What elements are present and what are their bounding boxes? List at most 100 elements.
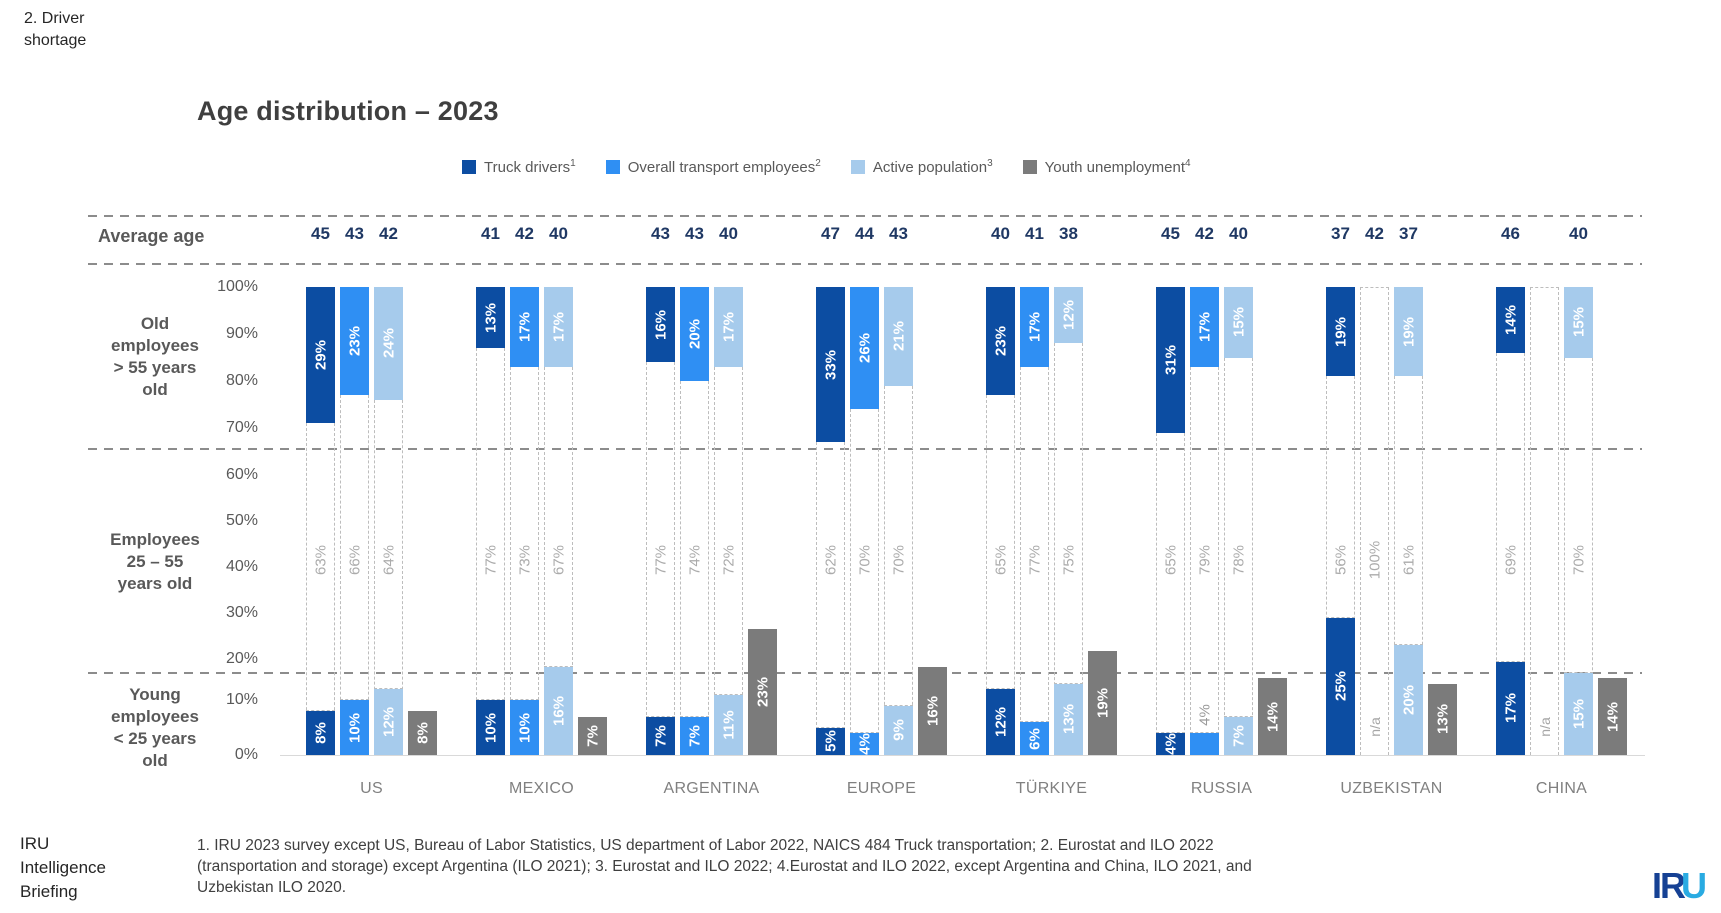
column-guide [850, 409, 879, 755]
column-guide [1564, 357, 1593, 755]
young-bar-value: 13% [1060, 704, 1077, 735]
young-bar-dashed-cap [1394, 644, 1423, 645]
column-guide [544, 366, 573, 755]
column-guide [1224, 357, 1253, 755]
youth-unemployment-bar [1598, 678, 1627, 755]
young-bar-value: 6% [1026, 727, 1043, 750]
average-age-value: 43 [345, 224, 364, 243]
legend-footnote-ref: 4 [1185, 158, 1191, 169]
youth-unemployment-bar [408, 711, 437, 755]
axis-tick: 60% [225, 466, 258, 483]
old-employees-bar [646, 287, 675, 363]
old-employees-bar [1054, 287, 1083, 344]
young-employees-bar [1190, 733, 1219, 755]
average-age-value: 42 [1195, 224, 1214, 243]
young-employees-bar [986, 689, 1015, 755]
young-bar-dashed-cap [884, 704, 913, 706]
youth-unemployment-value: 23% [754, 676, 771, 707]
young-bar-na: n/a [1366, 717, 1383, 737]
young-employees-bar [510, 700, 539, 755]
young-bar-dashed-cap [510, 699, 539, 700]
young-bar-dashed-cap [374, 688, 403, 689]
mid-employees-value: 65% [1162, 544, 1179, 576]
young-bar-dashed-cap [1564, 671, 1593, 673]
column-guide [1530, 287, 1559, 755]
old-employees-bar [476, 287, 505, 349]
average-age-value: 46 [1501, 224, 1520, 243]
old-bar-value: 33% [822, 349, 839, 380]
young-bar-value: 4% [856, 733, 873, 755]
old-employees-bar [374, 287, 403, 400]
band-label-old: Old employees > 55 years old [111, 313, 199, 400]
average-age-value: 40 [1229, 224, 1248, 243]
iru-briefing-label: IRU Intelligence Briefing [20, 834, 107, 901]
country-label: ARGENTINA [663, 780, 760, 797]
iru-logo-dark-letters: IR [1652, 865, 1686, 906]
legend-swatch [850, 160, 865, 174]
average-age-value: 41 [1025, 224, 1044, 243]
youth-unemployment-bar [748, 628, 777, 755]
dashed-gridline [88, 263, 1642, 265]
youth-unemployment-value: 7% [584, 724, 601, 747]
old-bar-value: 14% [1502, 304, 1519, 335]
youth-unemployment-value: 13% [1434, 704, 1451, 735]
column-guide [340, 395, 369, 755]
country-label: EUROPE [846, 780, 917, 797]
old-bar-value: 23% [992, 326, 1009, 357]
column-guide [714, 366, 743, 755]
column-guide [1156, 432, 1185, 755]
old-employees-bar [1564, 287, 1593, 358]
mid-employees-value: 66% [346, 544, 363, 576]
old-bar-value: 16% [652, 309, 669, 340]
old-bar-value: 29% [312, 340, 329, 371]
young-bar-value: 16% [550, 695, 567, 727]
old-bar-value: 17% [720, 311, 737, 342]
country-label: RUSSIA [1190, 780, 1253, 797]
axis-tick: 10% [225, 691, 258, 708]
old-bar-value: 17% [1196, 311, 1213, 342]
column-guide [1020, 366, 1049, 755]
legend-swatch [605, 160, 620, 174]
axis-tick: 40% [225, 558, 258, 575]
youth-unemployment-value: 14% [1264, 701, 1281, 732]
old-bar-value: 21% [890, 321, 907, 352]
old-bar-value: 17% [1026, 311, 1043, 342]
young-bar-value: 8% [312, 722, 329, 744]
mid-employees-value: 70% [856, 544, 873, 576]
young-employees-bar [646, 716, 675, 755]
young-bar-dashed-cap [986, 688, 1015, 689]
mid-employees-value: 78% [1230, 544, 1247, 576]
young-bar-value: 11% [720, 710, 737, 740]
legend-label: Active population3 [872, 158, 993, 176]
old-employees-bar [714, 287, 743, 367]
young-bar-dashed-cap [1224, 715, 1253, 717]
band-label-mid: Employees 25 – 55 years old [110, 529, 200, 594]
column-guide [1190, 366, 1219, 755]
old-employees-bar [1190, 287, 1219, 367]
column-guide [510, 366, 539, 755]
young-bar-dashed-cap [1326, 616, 1355, 618]
old-bar-value: 15% [1230, 307, 1247, 338]
young-employees-bar [374, 689, 403, 755]
old-bar-value: 20% [686, 318, 703, 350]
country-label: US [360, 780, 383, 797]
mid-employees-value: 100% [1366, 540, 1383, 580]
average-age-value: 43 [651, 224, 670, 243]
old-employees-bar [680, 287, 709, 381]
young-bar-value: 12% [380, 706, 397, 738]
axis-tick: 20% [225, 650, 258, 667]
iru-logo: IRU [1652, 865, 1707, 907]
column-guide [1496, 352, 1525, 755]
footnotes: 1. IRU 2023 survey except US, Bureau of … [197, 837, 1252, 896]
young-bar-dashed-cap [476, 699, 505, 700]
mid-employees-value: 64% [380, 544, 397, 576]
old-employees-bar [1020, 287, 1049, 367]
young-employees-bar [544, 667, 573, 755]
mid-employees-value: 79% [1196, 544, 1213, 576]
young-bar-na: n/a [1536, 717, 1553, 737]
average-age-value: 42 [379, 224, 398, 243]
young-bar-dashed-cap [1020, 721, 1049, 722]
youth-unemployment-bar [1258, 678, 1287, 755]
young-bar-value: 25% [1332, 671, 1349, 702]
average-age-value: 43 [685, 224, 704, 243]
